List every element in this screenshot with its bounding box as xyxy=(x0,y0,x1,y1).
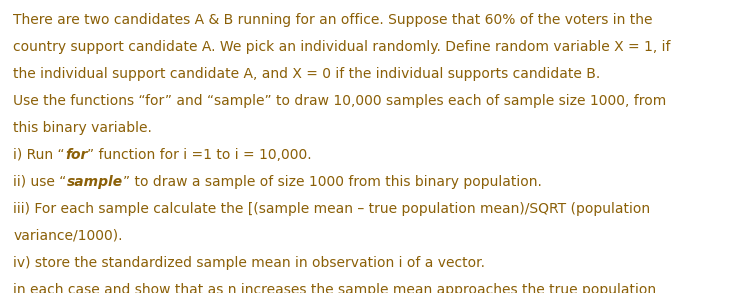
Text: in each case and show that as n increases the sample mean approaches the true po: in each case and show that as n increase… xyxy=(13,283,656,293)
Text: iii) For each sample calculate the [(sample mean – true population mean)/SQRT (p: iii) For each sample calculate the [(sam… xyxy=(13,202,650,216)
Text: ” to draw a sample of size 1000 from this binary population.: ” to draw a sample of size 1000 from thi… xyxy=(123,175,542,189)
Text: this binary variable.: this binary variable. xyxy=(13,121,152,135)
Text: Use the functions “for” and “sample” to draw 10,000 samples each of sample size : Use the functions “for” and “sample” to … xyxy=(13,94,667,108)
Text: There are two candidates A & B running for an office. Suppose that 60% of the vo: There are two candidates A & B running f… xyxy=(13,13,653,27)
Text: i) Run “: i) Run “ xyxy=(13,148,65,162)
Text: the individual support candidate A, and X = 0 if the individual supports candida: the individual support candidate A, and … xyxy=(13,67,601,81)
Text: for: for xyxy=(65,148,87,162)
Text: variance/1000).: variance/1000). xyxy=(13,229,123,243)
Text: ii) use “: ii) use “ xyxy=(13,175,67,189)
Text: country support candidate A. We pick an individual randomly. Define random varia: country support candidate A. We pick an … xyxy=(13,40,671,54)
Text: ” function for i =1 to i = 10,000.: ” function for i =1 to i = 10,000. xyxy=(87,148,312,162)
Text: iv) store the standardized sample mean in observation i of a vector.: iv) store the standardized sample mean i… xyxy=(13,256,485,270)
Text: sample: sample xyxy=(67,175,123,189)
